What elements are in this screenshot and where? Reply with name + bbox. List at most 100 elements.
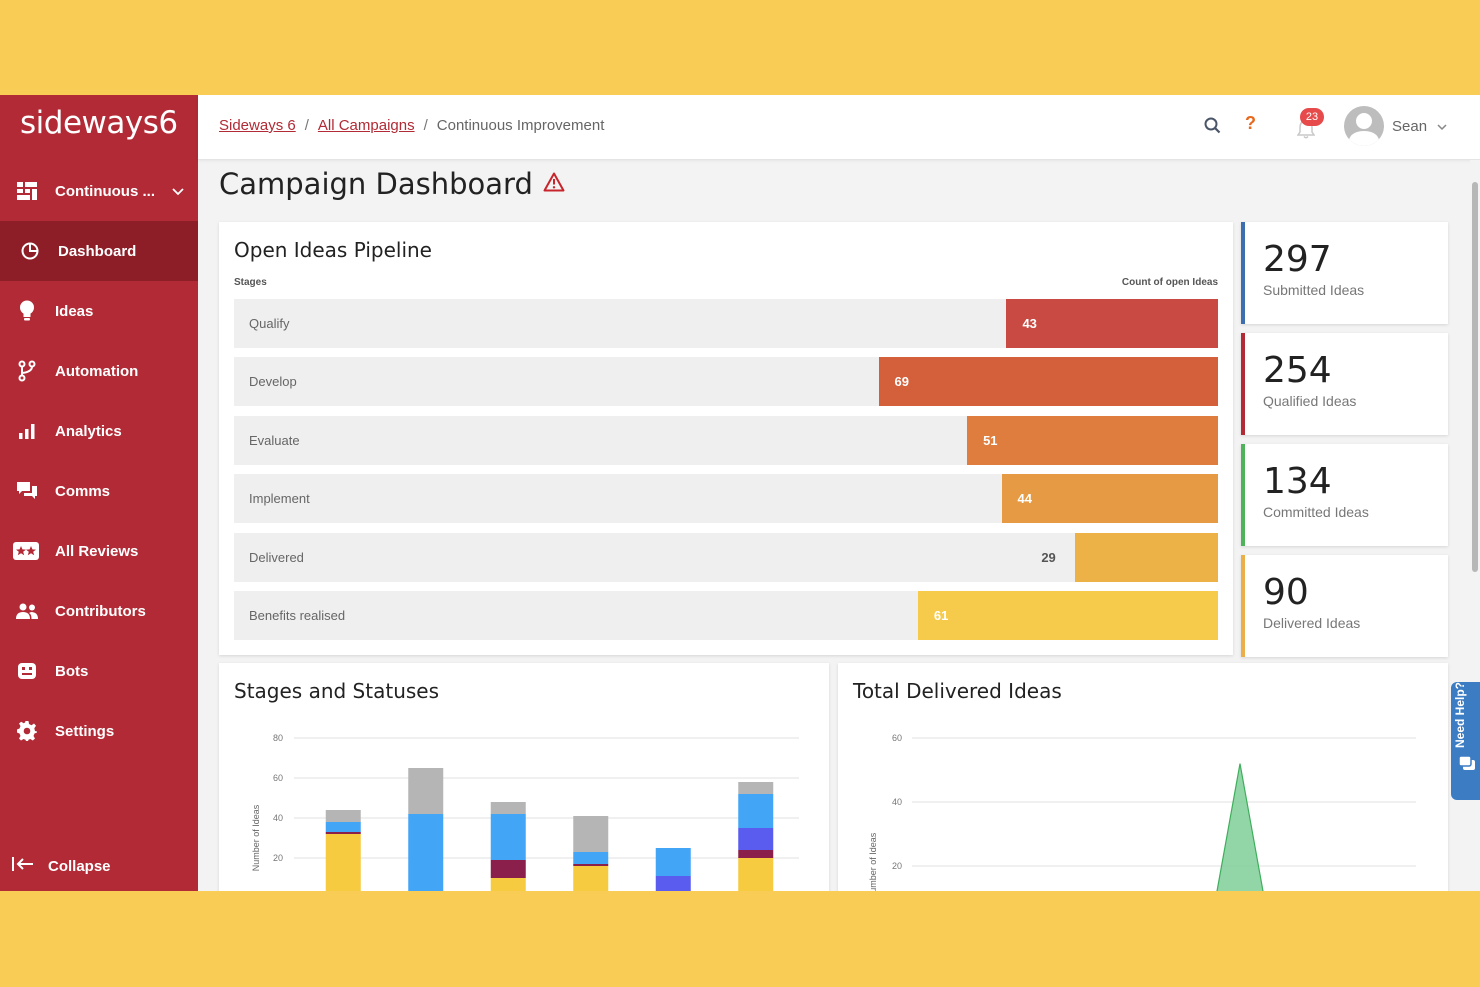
collapse-button[interactable]: Collapse [12, 857, 111, 875]
bar-segment [490, 814, 526, 860]
sidebar-item-label: Analytics [55, 422, 122, 440]
stars-icon [12, 540, 40, 562]
stat-value: 297 [1263, 239, 1332, 280]
pie-chart-icon [19, 240, 41, 262]
bot-icon [16, 660, 38, 682]
breadcrumb-current: Continuous Improvement [436, 117, 605, 134]
pipeline-row[interactable]: Evaluate 51 [234, 415, 1218, 465]
pipeline-row[interactable]: Delivered 29 [234, 532, 1218, 582]
branch-icon [16, 360, 38, 382]
bar-segment [655, 876, 691, 891]
pipeline-bar [917, 591, 1218, 640]
stat-label: Submitted Ideas [1263, 282, 1365, 298]
notification-badge: 23 [1300, 108, 1324, 126]
pipeline-stage-label: Delivered [249, 549, 304, 565]
stat-label: Delivered Ideas [1263, 615, 1361, 631]
bar-segment [490, 802, 526, 814]
stat-value: 254 [1263, 350, 1332, 391]
bar-segment [738, 794, 774, 828]
total-delivered-card: Total Delivered Ideas 20 40 60 Number of Id… [838, 663, 1448, 891]
pipeline-stage-label: Implement [249, 491, 310, 507]
y-tick-label: 80 [273, 733, 283, 743]
bar-segment [738, 828, 774, 850]
pipeline-bar [878, 357, 1218, 407]
user-menu[interactable]: Sean [1392, 118, 1447, 135]
user-name: Sean [1392, 118, 1428, 135]
breadcrumb-link-campaigns[interactable]: All Campaigns [317, 117, 415, 134]
need-help-label: Need Help? [1453, 681, 1467, 748]
stat-card-submitted[interactable]: 297 Submitted Ideas [1241, 222, 1448, 324]
stages-chart: 20 40 60 80 Number of Ideas [251, 733, 799, 891]
sidebar-item-label: Bots [55, 662, 89, 680]
sidebar-item-campaign[interactable]: Continuous ... [0, 161, 198, 221]
chat-icon [16, 480, 38, 502]
y-tick-label: 20 [892, 861, 902, 871]
sidebar-item-dashboard[interactable]: Dashboard [0, 221, 198, 281]
search-icon[interactable] [1204, 117, 1221, 139]
need-help-button[interactable]: Need Help? [1451, 682, 1480, 800]
sidebar-item-label: Continuous ... [55, 182, 155, 200]
sidebar-item-ideas[interactable]: Ideas [0, 281, 198, 341]
bar-segment [573, 816, 609, 852]
top-bar: Sideways 6 / All Campaigns / Continuous … [198, 95, 1480, 160]
scrollbar[interactable] [1470, 160, 1480, 891]
bar-chart-icon [16, 420, 38, 442]
pipeline-bar [967, 415, 1218, 465]
pipeline-stage-label: Qualify [249, 316, 290, 331]
chevron-down-icon [1437, 118, 1447, 135]
breadcrumb-link-home[interactable]: Sideways 6 [219, 117, 296, 134]
pipeline-row[interactable]: Benefits realised 61 [234, 591, 1218, 640]
y-tick-label: 40 [273, 813, 283, 823]
page-title: Campaign Dashboard [219, 167, 533, 201]
stages-statuses-card: Stages and Statuses 20 40 60 80 Number of Id… [219, 663, 829, 891]
bar-segment [408, 768, 444, 814]
pipeline-stage-label: Benefits realised [249, 608, 346, 623]
bar-segment [325, 810, 361, 822]
pipeline-count: 43 [1022, 316, 1037, 331]
page-header: Campaign Dashboard [219, 167, 565, 201]
y-tick-label: 60 [892, 733, 902, 743]
pipeline-row[interactable]: Develop 69 [234, 357, 1218, 407]
delivered-chart-title: Total Delivered Ideas [853, 679, 1062, 703]
sidebar-item-bots[interactable]: Bots [0, 641, 198, 701]
gear-icon [16, 720, 38, 742]
y-axis-label: Number of Ideas [251, 804, 261, 871]
pipeline-card: Open Ideas Pipeline Stages Count of open… [219, 222, 1233, 655]
pipeline-row[interactable]: Implement 44 [234, 474, 1218, 524]
breadcrumb-separator: / [423, 117, 428, 134]
stat-card-committed[interactable]: 134 Committed Ideas [1241, 444, 1448, 546]
pipeline-bar [1001, 474, 1218, 524]
sidebar-item-label: Contributors [55, 602, 146, 620]
avatar[interactable] [1344, 106, 1384, 146]
pipeline-count: 29 [1041, 549, 1056, 565]
sidebar-item-contributors[interactable]: Contributors [0, 581, 198, 641]
pipeline-count: 69 [894, 374, 909, 390]
area-series [1216, 763, 1264, 891]
sidebar-item-label: All Reviews [55, 542, 139, 560]
bar-segment [655, 848, 691, 876]
warning-icon[interactable] [543, 172, 565, 197]
bar-segment [325, 832, 361, 834]
sidebar-item-automation[interactable]: Automation [0, 341, 198, 401]
stat-card-delivered[interactable]: 90 Delivered Ideas [1241, 555, 1448, 657]
scrollbar-thumb[interactable] [1472, 182, 1478, 572]
bar-segment [490, 860, 526, 878]
pipeline-row[interactable]: Qualify 43 [234, 299, 1218, 348]
stages-chart-title: Stages and Statuses [234, 679, 440, 703]
bar-segment [738, 782, 774, 794]
pipeline-count: 44 [1017, 491, 1032, 507]
sidebar-item-analytics[interactable]: Analytics [0, 401, 198, 461]
sidebar-item-settings[interactable]: Settings [0, 701, 198, 761]
sidebar-item-label: Settings [55, 722, 115, 740]
sidebar-item-comms[interactable]: Comms [0, 461, 198, 521]
pipeline-column-stages: Stages [234, 277, 267, 288]
sidebar-item-all-reviews[interactable]: All Reviews [0, 521, 198, 581]
stat-label: Qualified Ideas [1263, 393, 1357, 409]
app-window: sideways6 Continuous ... Dashboard Ideas [0, 95, 1480, 891]
stat-card-qualified[interactable]: 254 Qualified Ideas [1241, 333, 1448, 435]
logo[interactable]: sideways6 [20, 105, 178, 141]
users-icon [16, 600, 38, 622]
grid-icon [16, 180, 38, 202]
help-icon[interactable]: ? [1245, 113, 1256, 133]
breadcrumb: Sideways 6 / All Campaigns / Continuous … [219, 117, 604, 134]
